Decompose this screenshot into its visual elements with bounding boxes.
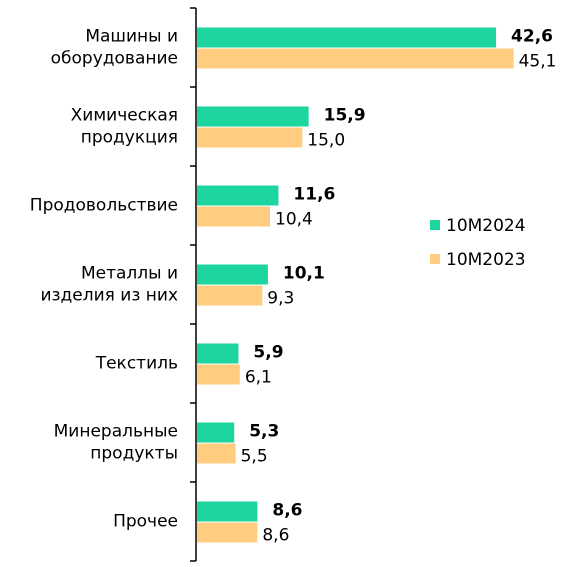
legend-label: 10M2023 [446, 250, 526, 270]
value-label: 9,3 [267, 289, 294, 309]
category-label: Текстиль [95, 354, 178, 374]
value-label: 10,4 [275, 210, 313, 230]
bar [197, 501, 258, 522]
bar [197, 127, 303, 148]
bar [197, 106, 309, 127]
bar [197, 443, 236, 464]
category-label: Прочее [113, 512, 178, 532]
legend-swatch [430, 254, 440, 264]
category-label: Минеральные [54, 422, 178, 442]
value-label: 5,3 [249, 422, 279, 442]
bar [197, 206, 271, 227]
bar [197, 285, 263, 306]
value-label: 8,6 [262, 526, 289, 546]
bar [197, 522, 258, 543]
value-label: 8,6 [272, 501, 302, 521]
value-label: 42,6 [511, 27, 553, 47]
category-label: Машины и [85, 27, 178, 47]
bar [197, 48, 514, 69]
value-label: 11,6 [293, 185, 335, 205]
value-label: 5,9 [253, 343, 283, 363]
bar [197, 422, 235, 443]
bar [197, 343, 239, 364]
category-label: Металлы и [81, 264, 178, 284]
legend-swatch [430, 220, 440, 230]
bar [197, 185, 279, 206]
value-label: 15,9 [324, 106, 366, 126]
category-label: Продовольствие [30, 196, 178, 216]
legend-label: 10M2024 [446, 216, 526, 236]
value-label: 6,1 [245, 368, 272, 388]
category-label: Химическая [71, 106, 178, 126]
value-label: 15,0 [307, 131, 345, 151]
bar [197, 264, 268, 285]
bar [197, 364, 240, 385]
bar [197, 27, 497, 48]
value-label: 5,5 [241, 447, 268, 467]
category-label: оборудование [51, 49, 178, 69]
value-label: 45,1 [519, 52, 557, 72]
category-label: продукция [81, 128, 178, 148]
category-label: продукты [90, 444, 178, 464]
value-label: 10,1 [283, 264, 325, 284]
category-label: изделия из них [40, 286, 178, 306]
